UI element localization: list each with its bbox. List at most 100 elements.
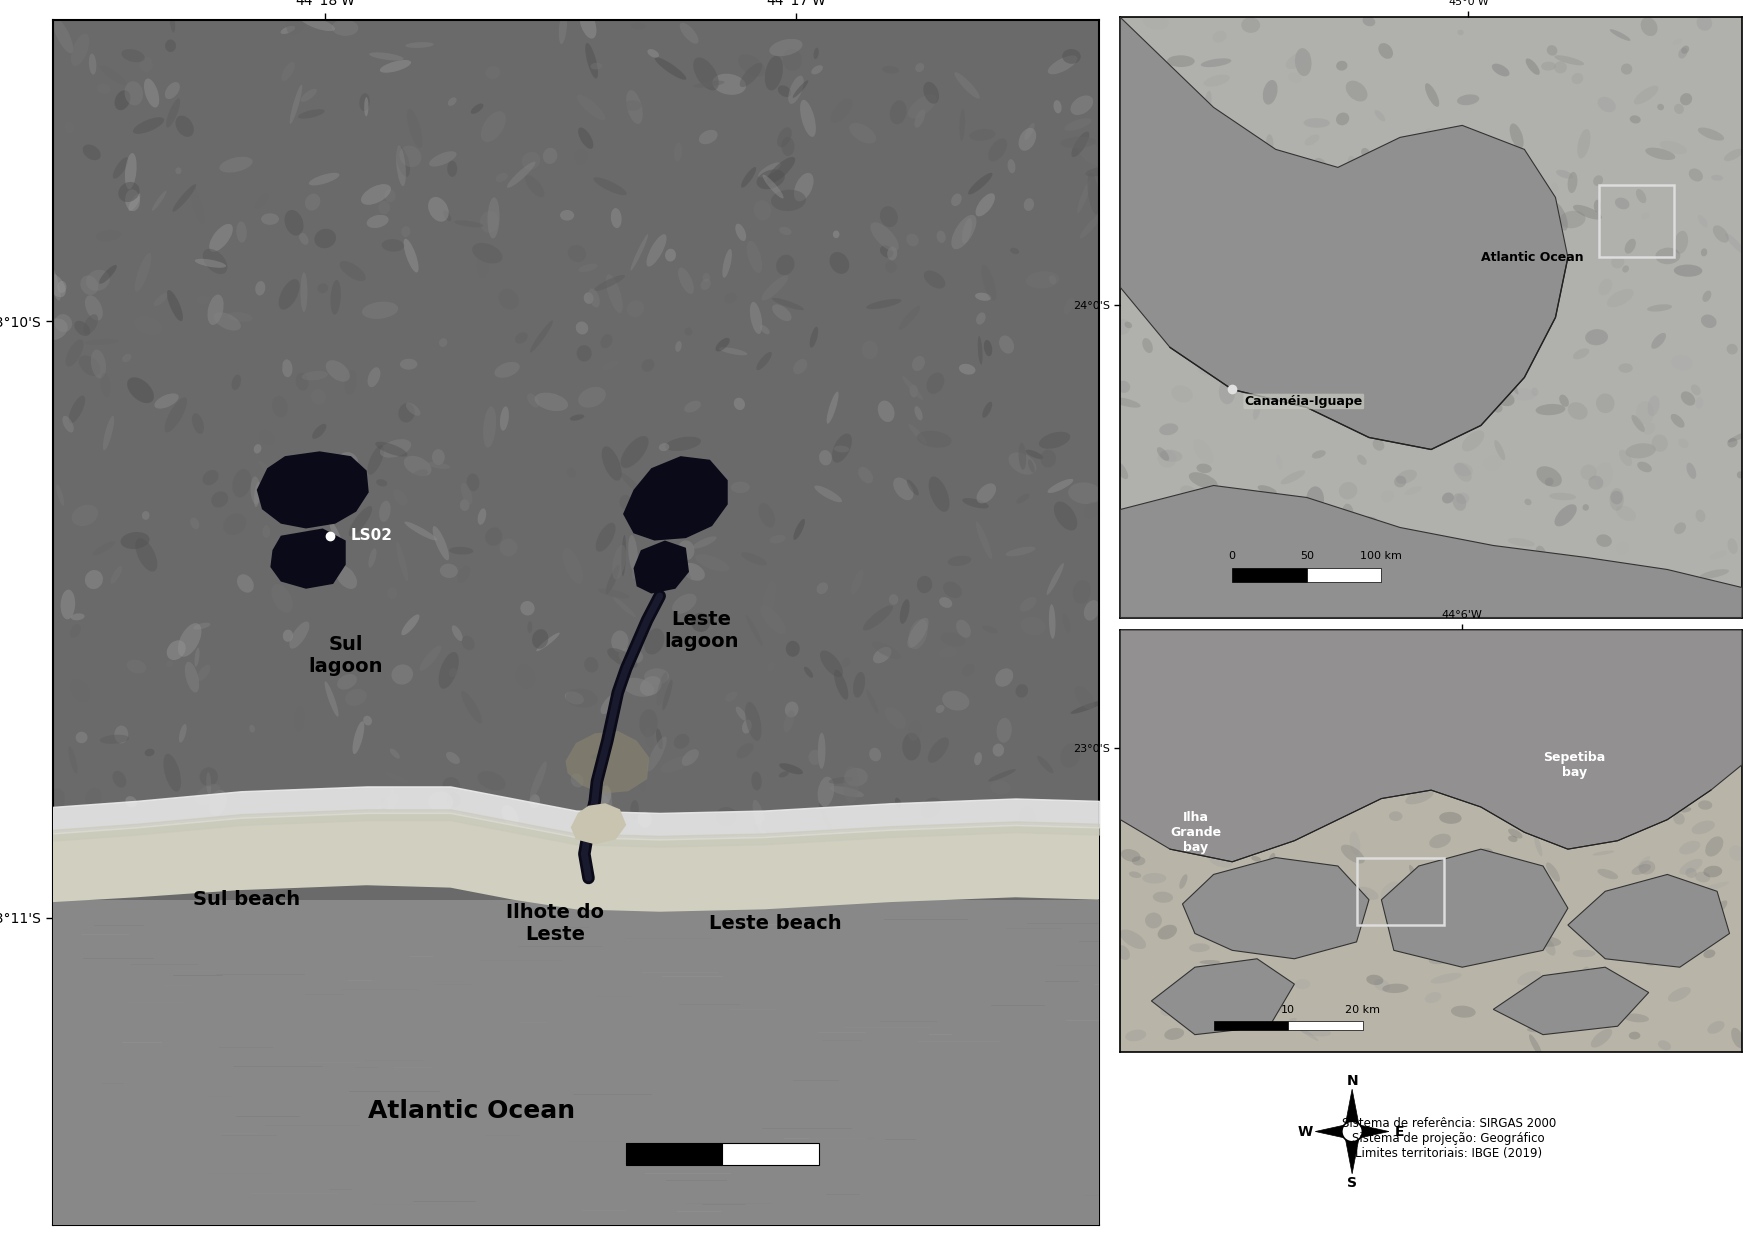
Ellipse shape xyxy=(314,228,335,248)
Ellipse shape xyxy=(1606,289,1632,308)
Ellipse shape xyxy=(1651,434,1667,451)
Text: Sul
lagoon: Sul lagoon xyxy=(309,635,383,676)
Ellipse shape xyxy=(1488,601,1506,610)
Ellipse shape xyxy=(1132,857,1144,866)
Ellipse shape xyxy=(295,706,304,732)
Ellipse shape xyxy=(655,57,686,79)
Ellipse shape xyxy=(377,795,398,813)
Ellipse shape xyxy=(118,182,139,202)
Ellipse shape xyxy=(467,474,479,491)
Ellipse shape xyxy=(442,211,451,221)
Ellipse shape xyxy=(1071,95,1093,115)
Ellipse shape xyxy=(1529,801,1544,820)
Ellipse shape xyxy=(1207,222,1216,234)
Bar xyxy=(721,1143,818,1164)
Ellipse shape xyxy=(498,289,519,310)
Ellipse shape xyxy=(1430,973,1460,983)
Ellipse shape xyxy=(223,513,246,534)
Ellipse shape xyxy=(1408,383,1425,398)
Ellipse shape xyxy=(1172,698,1185,714)
Ellipse shape xyxy=(811,66,823,74)
Ellipse shape xyxy=(54,314,72,332)
Ellipse shape xyxy=(1302,680,1325,682)
Ellipse shape xyxy=(570,774,583,787)
Ellipse shape xyxy=(126,660,146,673)
Ellipse shape xyxy=(1357,455,1365,465)
Ellipse shape xyxy=(398,145,421,167)
Ellipse shape xyxy=(935,704,944,713)
Ellipse shape xyxy=(1399,936,1420,944)
Ellipse shape xyxy=(1727,538,1737,554)
Ellipse shape xyxy=(1543,671,1548,681)
Ellipse shape xyxy=(111,565,123,584)
Ellipse shape xyxy=(793,358,807,374)
Ellipse shape xyxy=(1485,393,1502,414)
Ellipse shape xyxy=(1590,575,1602,590)
Ellipse shape xyxy=(1151,622,1185,637)
Ellipse shape xyxy=(86,270,111,291)
Ellipse shape xyxy=(978,336,983,365)
Ellipse shape xyxy=(1213,31,1227,42)
Ellipse shape xyxy=(270,537,283,553)
Ellipse shape xyxy=(75,732,88,743)
Ellipse shape xyxy=(1585,329,1608,345)
Ellipse shape xyxy=(197,665,211,681)
Ellipse shape xyxy=(1451,494,1465,511)
Text: Cananéia-Iguape: Cananéia-Iguape xyxy=(1244,396,1362,408)
Ellipse shape xyxy=(1541,62,1555,71)
Ellipse shape xyxy=(872,647,892,663)
Ellipse shape xyxy=(1494,673,1499,678)
Ellipse shape xyxy=(1443,398,1464,417)
Ellipse shape xyxy=(674,143,683,161)
Ellipse shape xyxy=(1186,735,1211,740)
Ellipse shape xyxy=(1039,450,1055,467)
Ellipse shape xyxy=(125,190,140,211)
Ellipse shape xyxy=(1169,547,1179,563)
Ellipse shape xyxy=(1522,213,1536,229)
Ellipse shape xyxy=(1450,732,1458,744)
Ellipse shape xyxy=(193,622,211,630)
Ellipse shape xyxy=(1369,205,1383,218)
Ellipse shape xyxy=(1064,298,1074,314)
Ellipse shape xyxy=(611,630,628,652)
Ellipse shape xyxy=(1076,141,1107,166)
Ellipse shape xyxy=(398,403,414,423)
Ellipse shape xyxy=(519,601,534,615)
Ellipse shape xyxy=(451,625,463,641)
Polygon shape xyxy=(270,528,346,589)
Ellipse shape xyxy=(46,273,65,298)
Ellipse shape xyxy=(1476,259,1488,270)
Ellipse shape xyxy=(1511,704,1518,713)
Ellipse shape xyxy=(565,692,584,704)
Ellipse shape xyxy=(1202,74,1228,87)
Ellipse shape xyxy=(990,780,1011,795)
Ellipse shape xyxy=(70,614,84,620)
Ellipse shape xyxy=(390,786,395,815)
Ellipse shape xyxy=(1395,681,1404,687)
Ellipse shape xyxy=(1457,94,1478,105)
Ellipse shape xyxy=(1027,459,1034,472)
Ellipse shape xyxy=(367,445,384,475)
Ellipse shape xyxy=(209,224,233,252)
Ellipse shape xyxy=(298,109,325,119)
Ellipse shape xyxy=(61,589,75,619)
Ellipse shape xyxy=(777,86,792,97)
Ellipse shape xyxy=(639,709,658,738)
Ellipse shape xyxy=(1167,733,1190,743)
Ellipse shape xyxy=(362,184,391,205)
Ellipse shape xyxy=(1257,968,1269,975)
Text: Atlantic Ocean: Atlantic Ocean xyxy=(1479,250,1583,264)
Ellipse shape xyxy=(584,43,598,78)
Ellipse shape xyxy=(1683,693,1697,702)
Ellipse shape xyxy=(600,334,612,348)
Ellipse shape xyxy=(1128,872,1141,878)
Ellipse shape xyxy=(170,11,176,32)
Ellipse shape xyxy=(920,797,941,818)
Ellipse shape xyxy=(792,81,807,98)
Ellipse shape xyxy=(402,226,411,237)
Ellipse shape xyxy=(56,484,65,506)
Ellipse shape xyxy=(1322,273,1341,291)
Ellipse shape xyxy=(746,615,762,646)
Ellipse shape xyxy=(1553,505,1576,527)
Ellipse shape xyxy=(1155,668,1165,689)
